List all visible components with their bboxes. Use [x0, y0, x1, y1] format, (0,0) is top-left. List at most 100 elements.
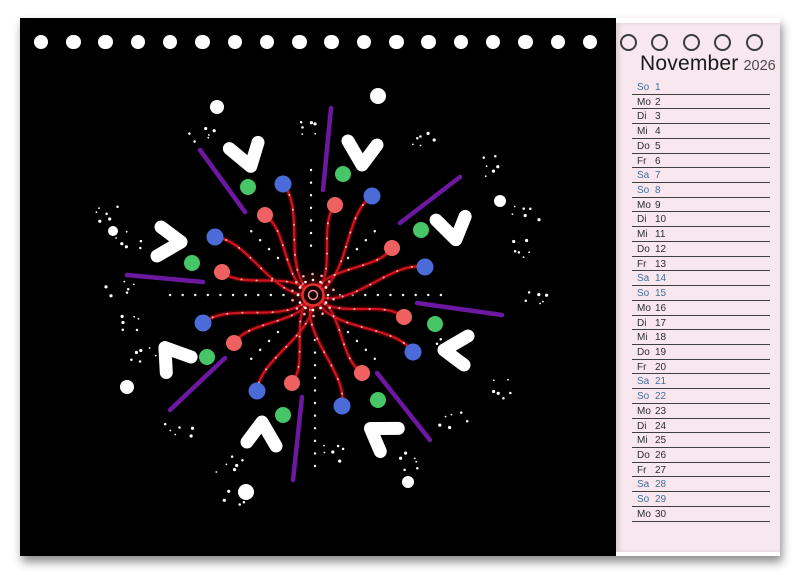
binding-hole — [485, 34, 501, 49]
weekday-label: Mo — [637, 405, 651, 417]
weekday-label: Di — [637, 317, 647, 329]
day-number: 8 — [655, 185, 661, 197]
day-row: Mi 4 — [632, 124, 770, 139]
day-row: So 1 — [632, 80, 770, 95]
weekday-label: Mo — [637, 302, 651, 314]
binding-hole-ring — [651, 34, 668, 51]
day-row: Do 5 — [632, 139, 770, 154]
artwork-panel — [20, 18, 616, 556]
day-number: 16 — [655, 302, 667, 314]
weekday-label: Fr — [637, 464, 647, 476]
day-row: Do 26 — [632, 448, 770, 463]
day-number: 17 — [655, 317, 667, 329]
binding-hole — [389, 34, 404, 49]
day-row: Di 17 — [632, 316, 770, 331]
day-number: 7 — [655, 170, 661, 182]
day-number: 22 — [655, 391, 667, 403]
day-row: So 29 — [632, 492, 770, 507]
day-number: 1 — [655, 82, 661, 93]
binding-hole-ring — [745, 34, 763, 51]
weekday-label: Di — [637, 111, 647, 123]
day-number: 24 — [655, 420, 667, 432]
weekday-label: Fr — [637, 361, 647, 373]
day-number: 19 — [655, 346, 667, 358]
day-row: Mo 16 — [632, 301, 770, 316]
day-number: 6 — [655, 155, 661, 167]
day-row: Sa 14 — [632, 271, 770, 287]
weekday-label: Mo — [637, 96, 651, 108]
weekday-label: Mo — [637, 508, 651, 520]
day-row: Mi 25 — [632, 433, 770, 448]
day-number: 20 — [655, 361, 667, 373]
day-row: Do 12 — [632, 242, 770, 257]
weekday-label: So — [637, 391, 650, 403]
weekday-label: Sa — [637, 273, 650, 285]
day-row: Sa 28 — [632, 477, 770, 493]
binding-hole — [162, 34, 178, 49]
weekday-label: Fr — [637, 155, 647, 167]
day-row: So 8 — [632, 183, 770, 198]
day-row: So 15 — [632, 286, 770, 301]
day-number: 5 — [655, 140, 661, 152]
binding-hole — [130, 34, 146, 49]
day-row: Fr 13 — [632, 257, 770, 272]
date-panel: November 2026 So 1 Mo 2 Di 3 Mi 4 Do 5 Fr 6 Sa 7 So 8 Mo… — [616, 23, 780, 552]
weekday-label: Do — [637, 449, 650, 461]
binding-hole — [582, 34, 598, 49]
weekday-label: Mi — [637, 126, 648, 138]
binding-hole — [98, 34, 113, 49]
day-number: 25 — [655, 435, 667, 447]
weekday-label: Sa — [637, 376, 650, 388]
binding-hole — [356, 34, 372, 49]
day-row: Di 10 — [632, 212, 770, 228]
binding-hole — [66, 34, 81, 49]
calendar-column: November 2026 So 1 Mo 2 Di 3 Mi 4 Do 5 Fr 6 Sa 7 So 8 Mo… — [616, 18, 780, 556]
day-row: Mi 18 — [632, 330, 770, 345]
weekday-label: Mi — [637, 332, 648, 344]
weekday-label: Sa — [637, 170, 650, 182]
weekday-label: So — [637, 288, 650, 300]
weekday-label: So — [637, 185, 650, 197]
day-row: Fr 6 — [632, 154, 770, 169]
day-row: Sa 21 — [632, 374, 770, 390]
binding-hole — [259, 34, 275, 49]
month-header: November 2026 — [640, 52, 776, 76]
binding-hole — [33, 34, 49, 49]
weekday-label: Mi — [637, 229, 648, 241]
weekday-label: Di — [637, 420, 647, 432]
binding-hole-ring — [619, 34, 637, 51]
binding-hole — [518, 34, 533, 49]
weekday-label: Fr — [637, 258, 647, 270]
weekday-label: Mi — [637, 435, 648, 447]
day-number: 15 — [655, 288, 667, 300]
day-list: So 1 Mo 2 Di 3 Mi 4 Do 5 Fr 6 Sa 7 So 8 Mo 9 Di 10 Mi 11 Do 12 F… — [632, 80, 770, 522]
weekday-label: Do — [637, 140, 650, 152]
day-number: 30 — [655, 508, 667, 520]
binding-hole — [292, 34, 307, 49]
binding-hole — [324, 34, 339, 49]
day-number: 27 — [655, 464, 667, 476]
calendar-sheet: November 2026 So 1 Mo 2 Di 3 Mi 4 Do 5 Fr 6 Sa 7 So 8 Mo… — [20, 18, 780, 556]
day-number: 26 — [655, 449, 667, 461]
day-number: 4 — [655, 126, 661, 138]
weekday-label: Mo — [637, 199, 651, 211]
day-number: 2 — [655, 96, 661, 108]
binding-hole-ring — [714, 34, 731, 51]
day-number: 18 — [655, 332, 667, 344]
binding-hole — [421, 34, 436, 49]
day-row: Mo 30 — [632, 507, 770, 522]
weekday-label: So — [637, 494, 650, 506]
weekday-label: Sa — [637, 479, 650, 491]
binding-hole — [550, 34, 566, 49]
weekday-label: So — [637, 82, 650, 93]
weekday-label: Do — [637, 346, 650, 358]
day-number: 28 — [655, 479, 667, 491]
day-row: Do 19 — [632, 345, 770, 360]
weekday-label: Di — [637, 214, 647, 226]
year-label: 2026 — [743, 58, 776, 74]
binding-hole-ring — [682, 34, 700, 51]
day-row: So 22 — [632, 389, 770, 404]
day-number: 29 — [655, 494, 667, 506]
day-row: Mo 23 — [632, 404, 770, 419]
